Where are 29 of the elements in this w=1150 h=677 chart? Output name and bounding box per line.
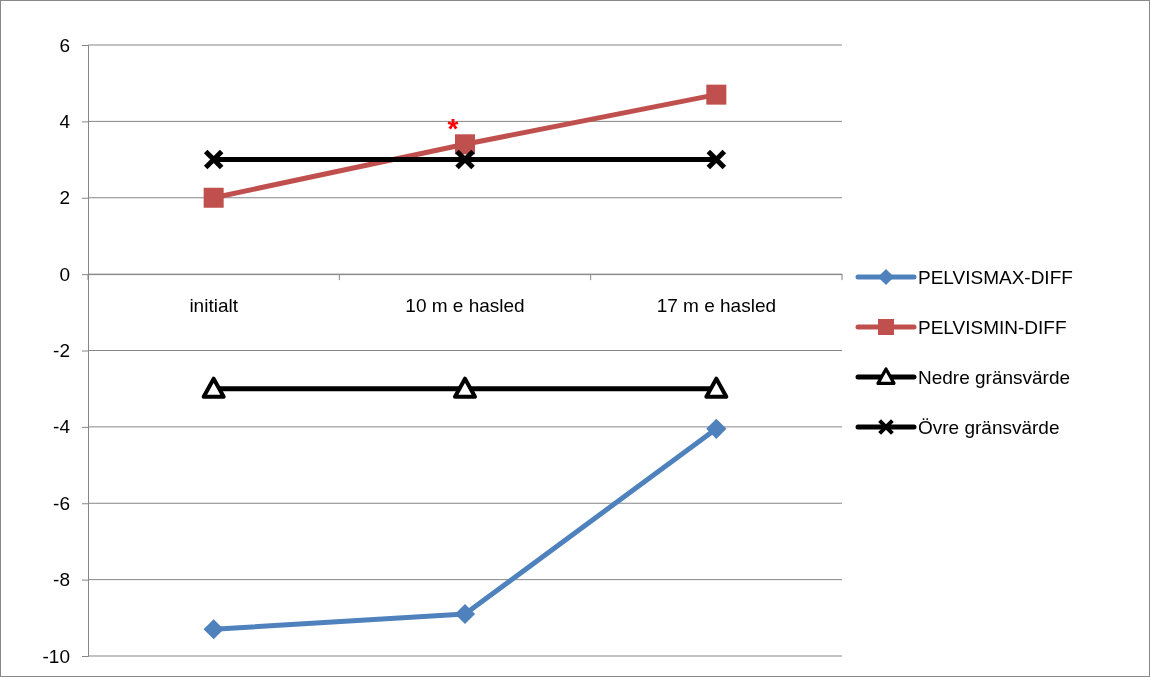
point xyxy=(706,418,727,439)
y-tick-label: 6 xyxy=(59,34,70,56)
point xyxy=(203,187,224,208)
annotation: * xyxy=(447,113,459,145)
point xyxy=(455,134,475,155)
point xyxy=(203,619,224,640)
point xyxy=(705,149,727,171)
y-tick-label: -6 xyxy=(53,492,70,514)
point xyxy=(706,84,727,105)
y-tick-label: -10 xyxy=(42,645,70,667)
y-tick-label: -8 xyxy=(53,569,70,591)
x-tick-label: initialt xyxy=(189,294,239,316)
point xyxy=(704,376,729,399)
legend-label: PELVISMAX-DIFF xyxy=(918,267,1073,288)
y-tick-label: 0 xyxy=(59,263,70,285)
y-tick-label: 4 xyxy=(59,110,71,132)
legend-label: Övre gränsvärde xyxy=(918,417,1060,438)
point xyxy=(203,149,225,171)
point xyxy=(454,603,476,625)
point xyxy=(453,376,477,399)
y-tick-label: -2 xyxy=(53,340,70,362)
y-tick-label: 2 xyxy=(59,187,70,209)
point xyxy=(201,376,226,399)
legend-label: PELVISMIN-DIFF xyxy=(918,317,1067,338)
legend-label: Nedre gränsvärde xyxy=(918,367,1071,388)
y-tick-label: -4 xyxy=(53,416,71,438)
x-tick-label: 10 m e hasled xyxy=(405,294,525,316)
point xyxy=(454,149,476,171)
x-tick-label: 17 m e hasled xyxy=(656,294,777,316)
